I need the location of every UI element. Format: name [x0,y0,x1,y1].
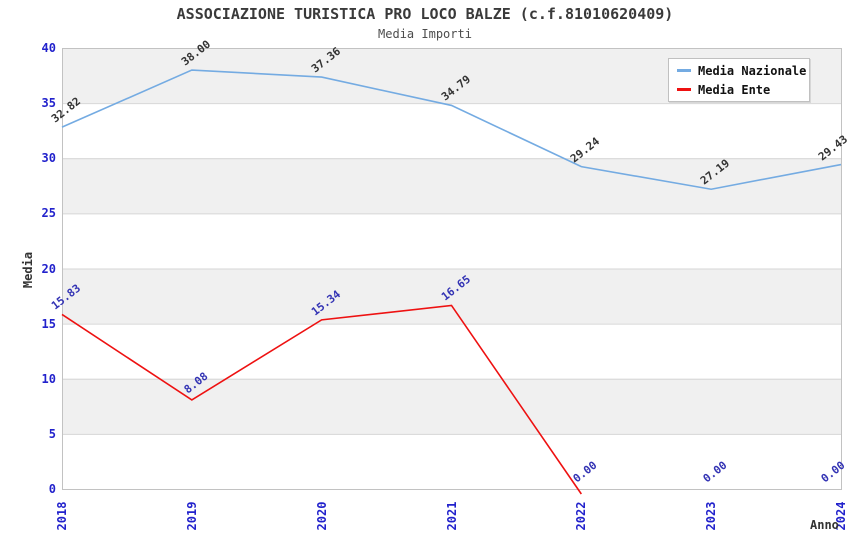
x-tick-label: 2021 [444,501,459,531]
legend-label: Media Nazionale [698,63,807,78]
y-tick-label: 0 [48,482,56,496]
y-tick-label: 10 [41,371,56,386]
legend-item-media-nazionale: Media Nazionale [677,64,809,78]
x-axis-title: Anno [810,518,839,532]
y-tick-label: 30 [41,151,56,166]
y-axis-title: Media [21,251,35,289]
legend-line-swatch-icon [677,88,691,91]
y-tick-label: 15 [41,316,56,331]
x-tick-label: 2019 [184,501,199,531]
y-tick-label: 25 [41,206,56,221]
y-tick-label: 40 [41,41,56,55]
legend-line-swatch-icon [677,69,691,72]
x-tick-label: 2022 [574,501,589,531]
x-tick-label: 2023 [704,501,719,531]
x-tick-label: 2020 [314,501,329,531]
y-tick-label: 20 [41,261,56,276]
y-tick-label: 35 [41,96,56,111]
series-line-media-nazionale [61,69,842,191]
chart-subtitle: Media Importi [378,27,472,41]
chart-title: ASSOCIAZIONE TURISTICA PRO LOCO BALZE (c… [176,5,674,23]
legend: Media Nazionale Media Ente [668,58,810,102]
x-tick-label: 2018 [55,501,69,531]
series-line-media-ente [61,304,582,495]
legend-item-media-ente: Media Ente [677,83,809,97]
plot-border [62,48,842,490]
legend-label: Media Ente [698,82,771,97]
y-tick-label: 5 [48,426,56,441]
